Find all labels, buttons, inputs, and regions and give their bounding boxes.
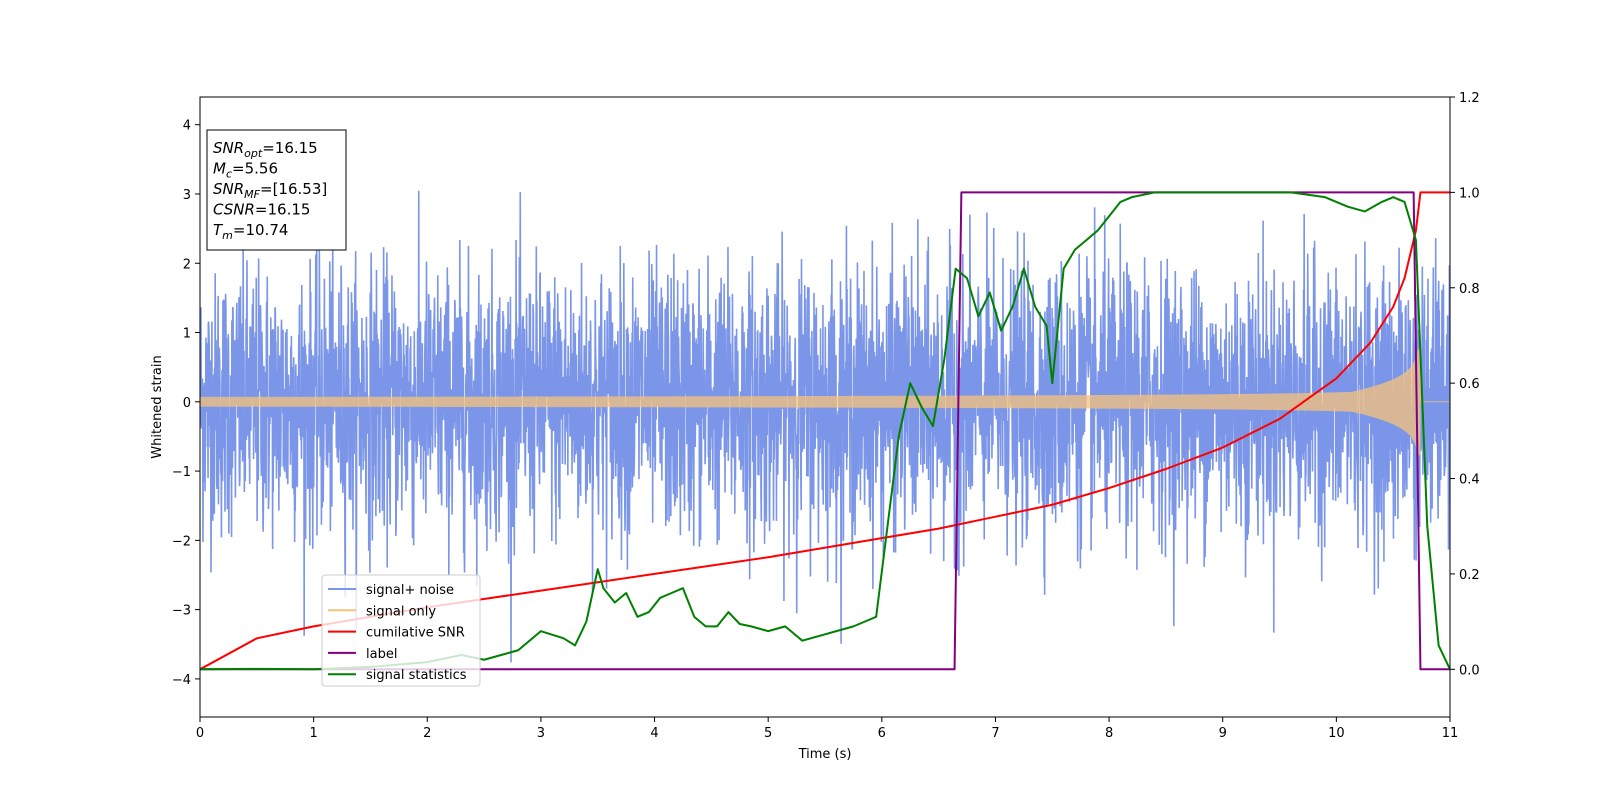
legend-frame [321,574,481,687]
x-tick-label: 3 [537,726,545,741]
y2-tick-label: 1.2 [1459,91,1480,106]
legend-items: signal+ noise signal only cumilative SNR la… [328,583,467,683]
legend-entry: signal+ noise [366,583,454,598]
legend-entry: label [366,647,397,662]
series-signal-only-line [200,348,1450,455]
x-axis-label: Time (s) [798,747,852,762]
annotation-line: SNRopt=16.15 [213,139,318,160]
annotation-line: Tm=10.74 [213,221,288,242]
x-tick-label: 0 [196,726,204,741]
legend-entry: cumilative SNR [366,626,465,641]
legend-entry: signal statistics [366,668,467,683]
series-group [200,190,1450,671]
x-tick-label: 9 [1219,726,1227,741]
annotation-line: Mc=5.56 [213,160,278,181]
x-tick-label: 10 [1328,726,1345,741]
x-tick-label: 1 [309,726,317,741]
x-tick-label: 6 [878,726,886,741]
annotation-lines: SNRopt=16.15Mc=5.56SNRMF=[16.53]CSNR=16.… [213,139,327,242]
y-tick-label: −3 [172,604,191,619]
axes-layer: 0 1 2 3 4 5 6 7 8 9 10 11 −4 −3 −2 −1 0 1 2 3 4 0.0 0.2 0.4 0.6 0… [172,91,1480,741]
y-tick-label: −4 [172,673,191,688]
series-cumulative-snr-line [200,191,1450,671]
y-tick-label: 3 [183,188,191,203]
legend: signal+ noise signal only cumilative SNR la… [321,574,481,687]
x-tick-label: 8 [1105,726,1113,741]
x-tick-label: 7 [991,726,999,741]
y2-tick-label: 0.2 [1459,568,1480,583]
y-tick-label: −2 [172,534,191,549]
legend-entry: signal only [366,604,436,619]
x-tick-label: 2 [423,726,431,741]
annotation-line: SNRMF=[16.53] [213,180,327,201]
x-tick-label: 4 [650,726,658,741]
annotation-frame [206,129,347,251]
y2-tick-label: 0.6 [1459,377,1480,392]
y2-tick-label: 1.0 [1459,186,1480,201]
y-tick-label: 4 [183,119,191,134]
series-signal-statistics-line [200,191,1450,671]
plot-frame [199,96,1451,718]
y-tick-label: −1 [172,465,191,480]
y-axis-label: Whitened strain [150,355,165,458]
x-tick-label: 11 [1442,726,1459,741]
y-tick-label: 0 [183,396,191,411]
annotation-line: CSNR=16.15 [213,201,310,219]
y2-tick-label: 0.8 [1459,282,1480,297]
snr-annotation-box: SNRopt=16.15Mc=5.56SNRMF=[16.53]CSNR=16.… [206,129,347,251]
x-tick-label: 5 [764,726,772,741]
y2-tick-label: 0.4 [1459,473,1480,488]
y-tick-label: 2 [183,257,191,272]
y2-tick-label: 0.0 [1459,663,1480,678]
data-layer [200,190,1450,671]
y-tick-label: 1 [183,327,191,342]
